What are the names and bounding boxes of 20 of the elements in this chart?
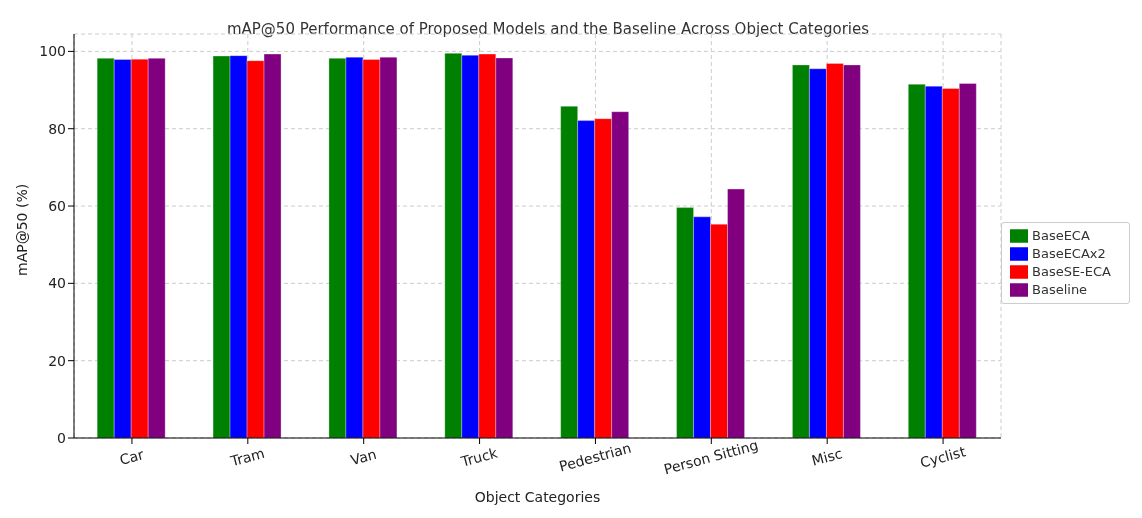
x-axis-title: Object Categories xyxy=(474,489,601,505)
y-tick-label: 100 xyxy=(39,43,66,60)
x-tick-label: Cyclist xyxy=(918,443,968,471)
y-tick-label: 60 xyxy=(48,198,66,215)
legend-label: BaseECA xyxy=(1032,227,1090,243)
legend-label: Baseline xyxy=(1032,281,1088,297)
x-tick-label: Tram xyxy=(227,444,267,470)
legend-label: BaseECAx2 xyxy=(1032,245,1106,261)
x-tick-label: Truck xyxy=(458,444,501,470)
y-tick-label: 20 xyxy=(48,352,66,369)
x-tick-label: Misc xyxy=(809,445,844,469)
y-tick-label: 80 xyxy=(48,120,66,137)
x-tick-label: Car xyxy=(117,446,146,468)
legend-label: BaseSE-ECA xyxy=(1032,263,1111,279)
x-tick-label: Van xyxy=(348,445,379,469)
x-tick-label: Person Sitting xyxy=(662,436,760,478)
y-tick-label: 0 xyxy=(57,429,66,446)
chart-title: mAP@50 Performance of Proposed Models and the Baseline Across Object Categories xyxy=(225,20,871,38)
y-tick-label: 40 xyxy=(48,275,66,292)
y-axis-title: mAP@50 (%) xyxy=(13,183,30,276)
